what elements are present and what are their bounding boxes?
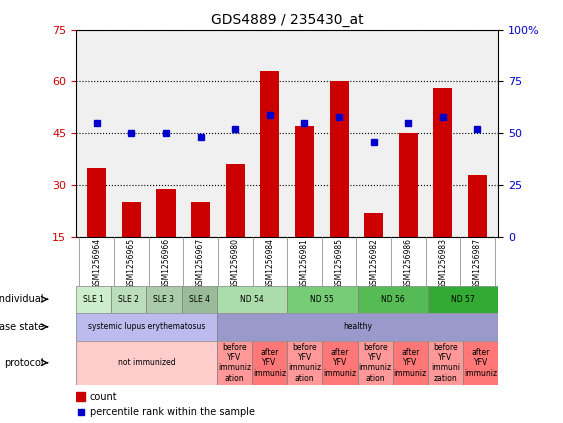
Bar: [217, 286, 287, 313]
Bar: [393, 341, 428, 385]
Text: SLE 2: SLE 2: [118, 295, 139, 304]
Text: SLE 3: SLE 3: [154, 295, 175, 304]
Bar: [217, 313, 498, 341]
Bar: [87, 168, 106, 237]
Bar: [191, 202, 210, 237]
Text: GSM1256983: GSM1256983: [439, 238, 448, 289]
Text: SLE 1: SLE 1: [83, 295, 104, 304]
Bar: [434, 88, 453, 237]
Bar: [364, 213, 383, 237]
Bar: [295, 126, 314, 237]
Text: ND 57: ND 57: [451, 295, 475, 304]
Bar: [329, 81, 348, 237]
Text: ND 56: ND 56: [381, 295, 405, 304]
Text: GSM1256986: GSM1256986: [404, 238, 413, 289]
Title: GDS4889 / 235430_at: GDS4889 / 235430_at: [211, 13, 364, 27]
Text: systemic lupus erythematosus: systemic lupus erythematosus: [88, 322, 205, 331]
Text: percentile rank within the sample: percentile rank within the sample: [90, 407, 254, 417]
Text: before
YFV
immuniz
ation: before YFV immuniz ation: [288, 343, 321, 383]
Text: GSM1256985: GSM1256985: [334, 238, 343, 289]
Bar: [428, 341, 463, 385]
Text: after
YFV
immuniz: after YFV immuniz: [464, 348, 497, 378]
Text: before
YFV
immuniz
ation: before YFV immuniz ation: [218, 343, 251, 383]
Bar: [181, 286, 217, 313]
Bar: [399, 133, 418, 237]
Bar: [468, 175, 487, 237]
Bar: [146, 286, 181, 313]
Text: individual: individual: [0, 294, 44, 304]
Text: GSM1256980: GSM1256980: [231, 238, 240, 289]
Text: after
YFV
immuniz: after YFV immuniz: [253, 348, 286, 378]
Text: GSM1256966: GSM1256966: [162, 238, 171, 289]
Text: healthy: healthy: [343, 322, 372, 331]
Text: SLE 4: SLE 4: [189, 295, 209, 304]
Text: after
YFV
immuniz: after YFV immuniz: [323, 348, 356, 378]
Bar: [76, 341, 217, 385]
Text: ND 54: ND 54: [240, 295, 264, 304]
Bar: [76, 313, 217, 341]
Text: disease state: disease state: [0, 322, 44, 332]
Bar: [226, 164, 245, 237]
Text: protocol: protocol: [5, 358, 44, 368]
Bar: [260, 71, 279, 237]
Text: not immunized: not immunized: [118, 358, 175, 367]
Text: GSM1256981: GSM1256981: [300, 238, 309, 289]
Bar: [358, 286, 428, 313]
Bar: [217, 341, 252, 385]
Text: GSM1256982: GSM1256982: [369, 238, 378, 289]
Bar: [252, 341, 287, 385]
Bar: [428, 286, 498, 313]
Bar: [358, 341, 393, 385]
Text: ND 55: ND 55: [310, 295, 334, 304]
Bar: [111, 286, 146, 313]
Bar: [463, 341, 498, 385]
Text: before
YFV
immuniz
ation: before YFV immuniz ation: [359, 343, 392, 383]
Bar: [157, 189, 176, 237]
Bar: [322, 341, 358, 385]
Bar: [287, 286, 358, 313]
Bar: [76, 392, 86, 401]
Text: before
YFV
immuni
zation: before YFV immuni zation: [431, 343, 460, 383]
Text: after
YFV
immuniz: after YFV immuniz: [394, 348, 427, 378]
Bar: [76, 286, 111, 313]
Text: GSM1256967: GSM1256967: [196, 238, 205, 289]
Text: GSM1256965: GSM1256965: [127, 238, 136, 289]
Bar: [287, 341, 322, 385]
Text: GSM1256964: GSM1256964: [92, 238, 101, 289]
Text: GSM1256987: GSM1256987: [473, 238, 482, 289]
Text: GSM1256984: GSM1256984: [265, 238, 274, 289]
Text: count: count: [90, 392, 117, 401]
Bar: [122, 202, 141, 237]
